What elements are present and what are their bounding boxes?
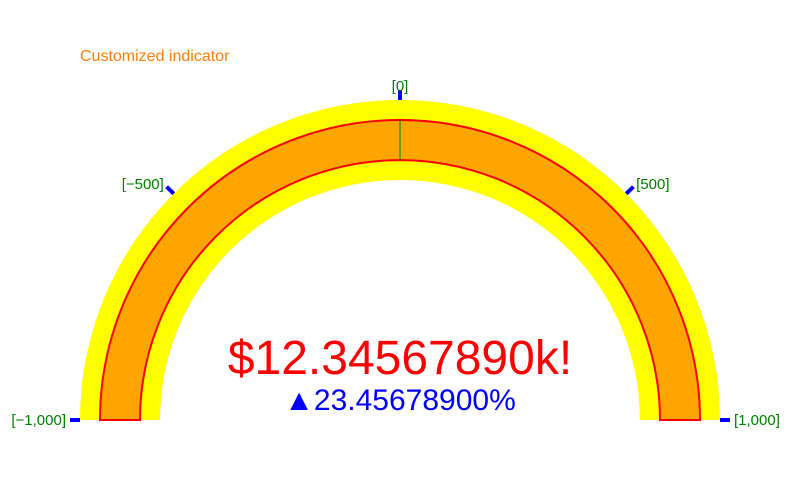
tick-neg-500-label: [−500] [122,176,164,193]
tick-500-label: [500] [636,176,669,193]
gauge-ticks: [−1,000] [−500] [0] [500] [1,000] [11,78,780,429]
tick-zero-label: [0] [392,78,409,95]
tick-neg-500-mark [165,185,176,196]
gauge-value-bar [98,119,702,421]
gauge-value-number: $12.34567890k! [228,332,572,385]
delta-increase-icon: ▲ [284,384,314,417]
chart-title: Customized indicator [80,48,230,65]
tick-500-mark [624,185,635,196]
gauge-delta: ▲23.45678900% [284,384,516,417]
delta-value: 23.45678900% [314,384,516,417]
tick-max-label: [1,000] [734,412,780,429]
tick-min-label: [−1,000] [11,412,66,429]
